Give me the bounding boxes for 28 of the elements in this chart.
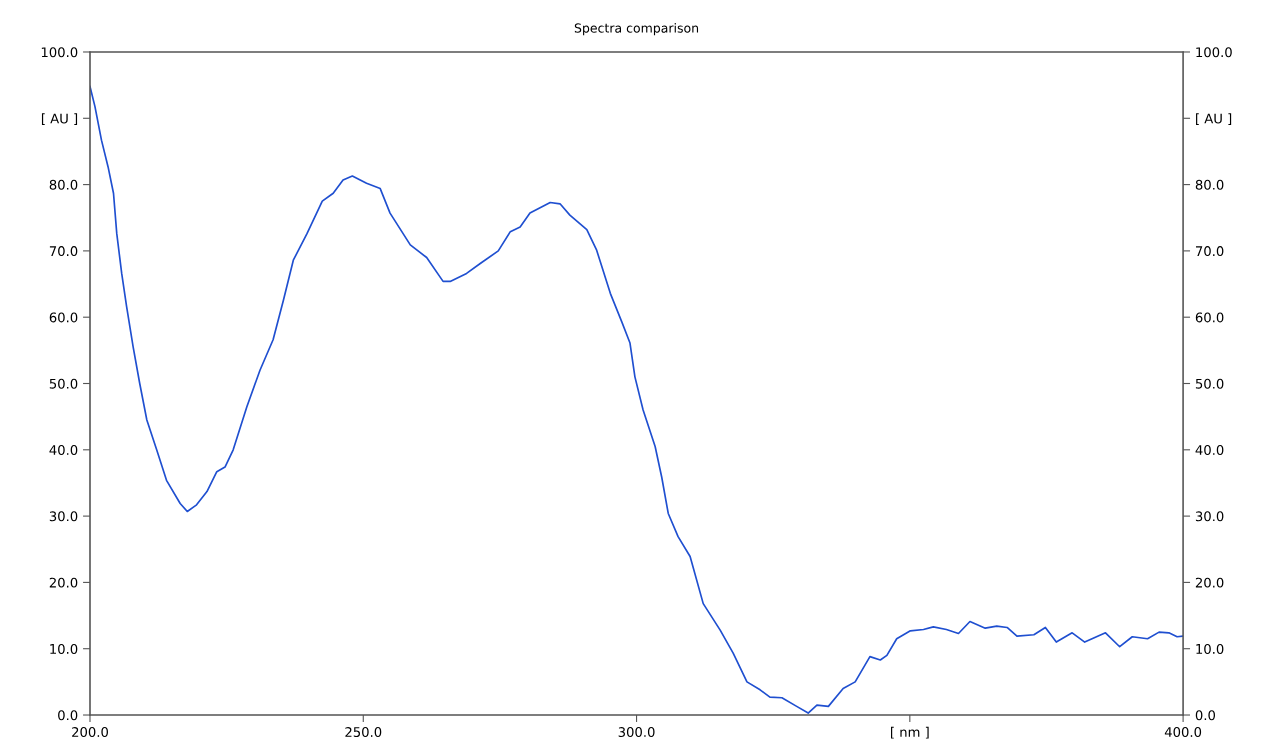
y2-tick-label: 70.0 <box>1195 246 1224 257</box>
y2-tick-label: 50.0 <box>1195 378 1224 389</box>
y2-tick-label: 10.0 <box>1196 643 1224 654</box>
y2-tick-label: 60.0 <box>1195 312 1224 323</box>
y-tick-label: 100.0 <box>41 47 78 58</box>
x-tick-label: 250.0 <box>345 727 382 738</box>
y-tick-label: 10.0 <box>50 643 78 654</box>
chart-title: Spectra comparison <box>574 23 699 36</box>
y-tick-label: 0.0 <box>58 710 78 721</box>
y-tick-label: 20.0 <box>49 577 78 588</box>
y-tick-label: 70.0 <box>49 246 78 257</box>
y2-tick-label: 0.0 <box>1195 710 1216 721</box>
x-tick-label: 400.0 <box>1164 727 1202 738</box>
y-tick-label: [ AU ] <box>41 113 78 126</box>
y2-tick-label: 20.0 <box>1195 577 1224 588</box>
y2-tick-label: 30.0 <box>1195 511 1224 522</box>
x-tick-label: [ nm ] <box>891 726 929 739</box>
y-tick-label: 30.0 <box>49 511 78 522</box>
y-tick-label: 80.0 <box>49 179 78 190</box>
x-tick-label: 300.0 <box>618 727 655 738</box>
y-tick-label: 50.0 <box>49 378 78 389</box>
y2-tick-label: 40.0 <box>1195 445 1224 455</box>
y2-tick-label: 100.0 <box>1196 47 1232 58</box>
x-tick-label: 200.0 <box>72 727 109 738</box>
y2-tick-label: 80.0 <box>1195 179 1224 190</box>
y2-tick-label: [ AU ] <box>1196 113 1232 126</box>
y-tick-label: 40.0 <box>49 445 78 455</box>
y-tick-label: 60.0 <box>49 312 78 323</box>
